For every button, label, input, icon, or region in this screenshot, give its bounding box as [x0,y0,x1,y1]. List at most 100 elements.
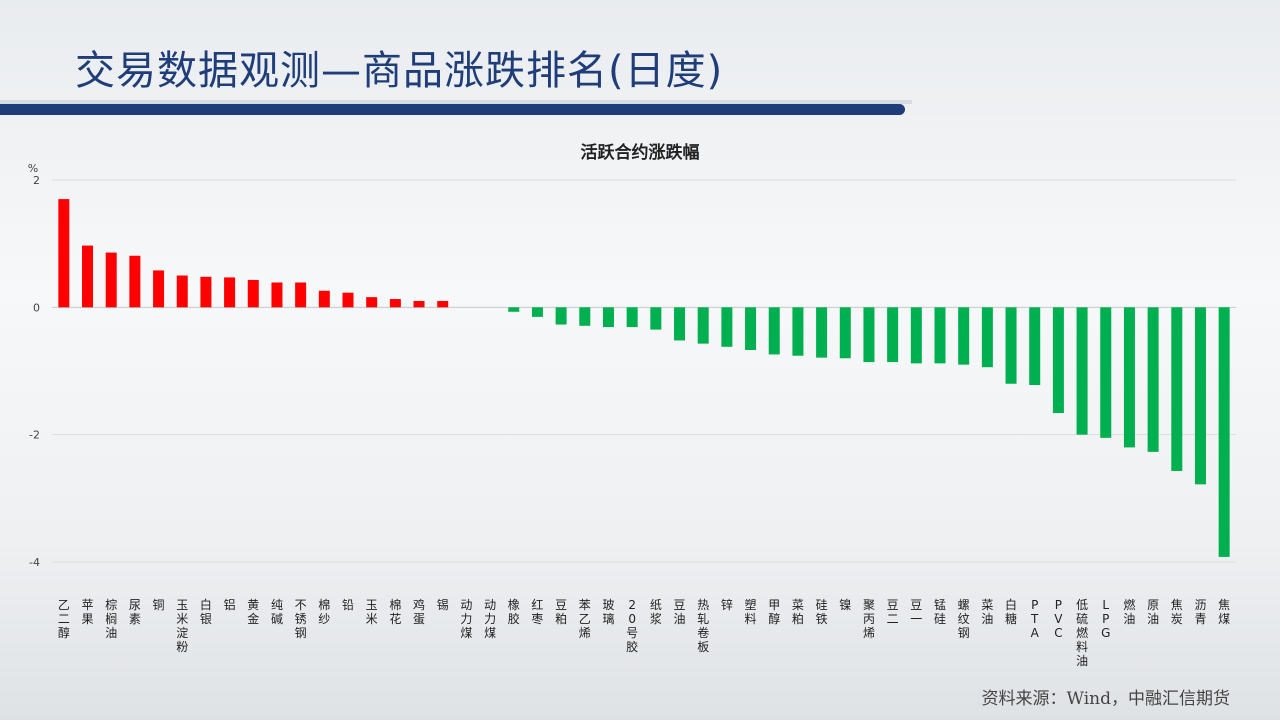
bars [58,199,1230,557]
bar-23 [602,307,614,328]
chart-title: 活跃合约涨跌幅 [581,142,700,163]
category-label: 热轧卷板 [697,598,709,654]
category-label: 棉花 [389,598,401,626]
category-label: 玻璃 [602,598,614,626]
title-underline-light [0,100,912,104]
y-axis-ticks: 2 0 -2 -4 [29,174,40,569]
bar-47 [1171,307,1183,471]
y-tick-label: -2 [29,429,40,442]
category-label: 不锈钢 [295,598,307,640]
category-label: 白银 [200,597,212,626]
bar-32 [816,307,828,358]
bar-24 [626,307,638,328]
category-label: 锡 [437,597,449,612]
category-label: 锰硅 [934,597,946,626]
category-label: 黄金 [247,598,259,626]
category-label: 动力煤 [484,598,496,640]
category-label: 燃油 [1123,597,1135,626]
category-label: 螺纹钢 [958,598,970,640]
category-label: 苹果 [82,598,94,626]
bar-7 [224,277,236,308]
bar-9 [271,282,283,308]
bar-38 [958,307,970,365]
bar-34 [863,307,875,363]
bar-5 [176,275,188,308]
bar-22 [579,307,591,326]
bar-33 [839,307,851,359]
bar-16 [437,300,449,308]
y-tick-label: 0 [33,301,40,314]
bar-49 [1218,307,1230,557]
category-label: 菜油 [981,598,993,626]
category-label: 硅铁 [816,598,828,626]
bar-37 [934,307,946,364]
category-label: 菜粕 [792,598,804,626]
bar-19 [508,307,520,312]
category-label: 尿素 [129,598,141,626]
title-bar: 交易数据观测—商品涨跌排名(日度) [0,0,1280,118]
category-label: 原油 [1147,598,1159,626]
category-label: 锌 [721,598,733,612]
bar-27 [697,307,709,344]
category-label: 铜 [153,597,165,612]
category-label: 棉纱 [318,598,330,626]
y-tick-label: -4 [29,556,40,569]
category-label: 低硫燃料油 [1076,598,1088,668]
bar-43 [1076,307,1088,435]
category-label: 橡胶 [508,598,520,626]
category-label: 铝 [224,597,236,612]
category-label: 纯碱 [271,598,283,626]
category-label: 铅 [342,598,354,612]
bar-6 [200,276,212,308]
bar-20 [531,307,543,317]
bar-1 [82,245,94,308]
category-label: 鸡蛋 [413,597,425,626]
bar-39 [981,307,993,368]
bar-40 [1005,307,1017,384]
bar-2 [105,252,117,308]
y-tick-label: 2 [33,174,40,187]
category-label: 玉米 [366,598,378,626]
category-label: 白糖 [1005,597,1017,626]
bar-28 [721,307,733,347]
bar-12 [342,292,354,308]
bar-29 [745,307,757,350]
category-label: 豆二 [887,598,899,626]
bar-13 [366,297,378,308]
bar-45 [1123,307,1135,448]
category-label: 沥青 [1194,598,1206,626]
category-label: 聚丙烯 [863,598,875,640]
category-label: 红枣 [531,597,543,626]
bar-42 [1052,307,1064,414]
category-label: 镍 [839,598,851,612]
category-label: 玉米淀粉 [176,598,188,654]
category-label: 乙二醇 [58,598,70,640]
category-label: 动力煤 [460,598,472,640]
bar-11 [318,290,330,308]
bar-26 [674,307,686,341]
bar-31 [792,307,804,356]
bar-30 [768,307,780,355]
category-label: 棕榈油 [105,597,117,640]
category-label: 甲醇 [768,598,780,626]
bar-0 [58,199,70,308]
bar-41 [1029,307,1041,386]
title-underline [0,104,905,115]
bar-4 [153,270,165,308]
category-label: 焦炭 [1171,598,1183,626]
bar-35 [887,307,899,363]
bar-14 [389,299,401,308]
page-title: 交易数据观测—商品涨跌排名(日度) [75,48,724,94]
bar-44 [1100,307,1112,438]
bar-25 [650,307,662,330]
category-label: 2 0 号胶 [626,598,638,654]
bar-48 [1194,307,1206,485]
category-label: 苯乙烯 [579,598,591,640]
bar-46 [1147,307,1159,452]
bar-8 [247,279,259,308]
category-label: 塑料 [745,597,757,626]
